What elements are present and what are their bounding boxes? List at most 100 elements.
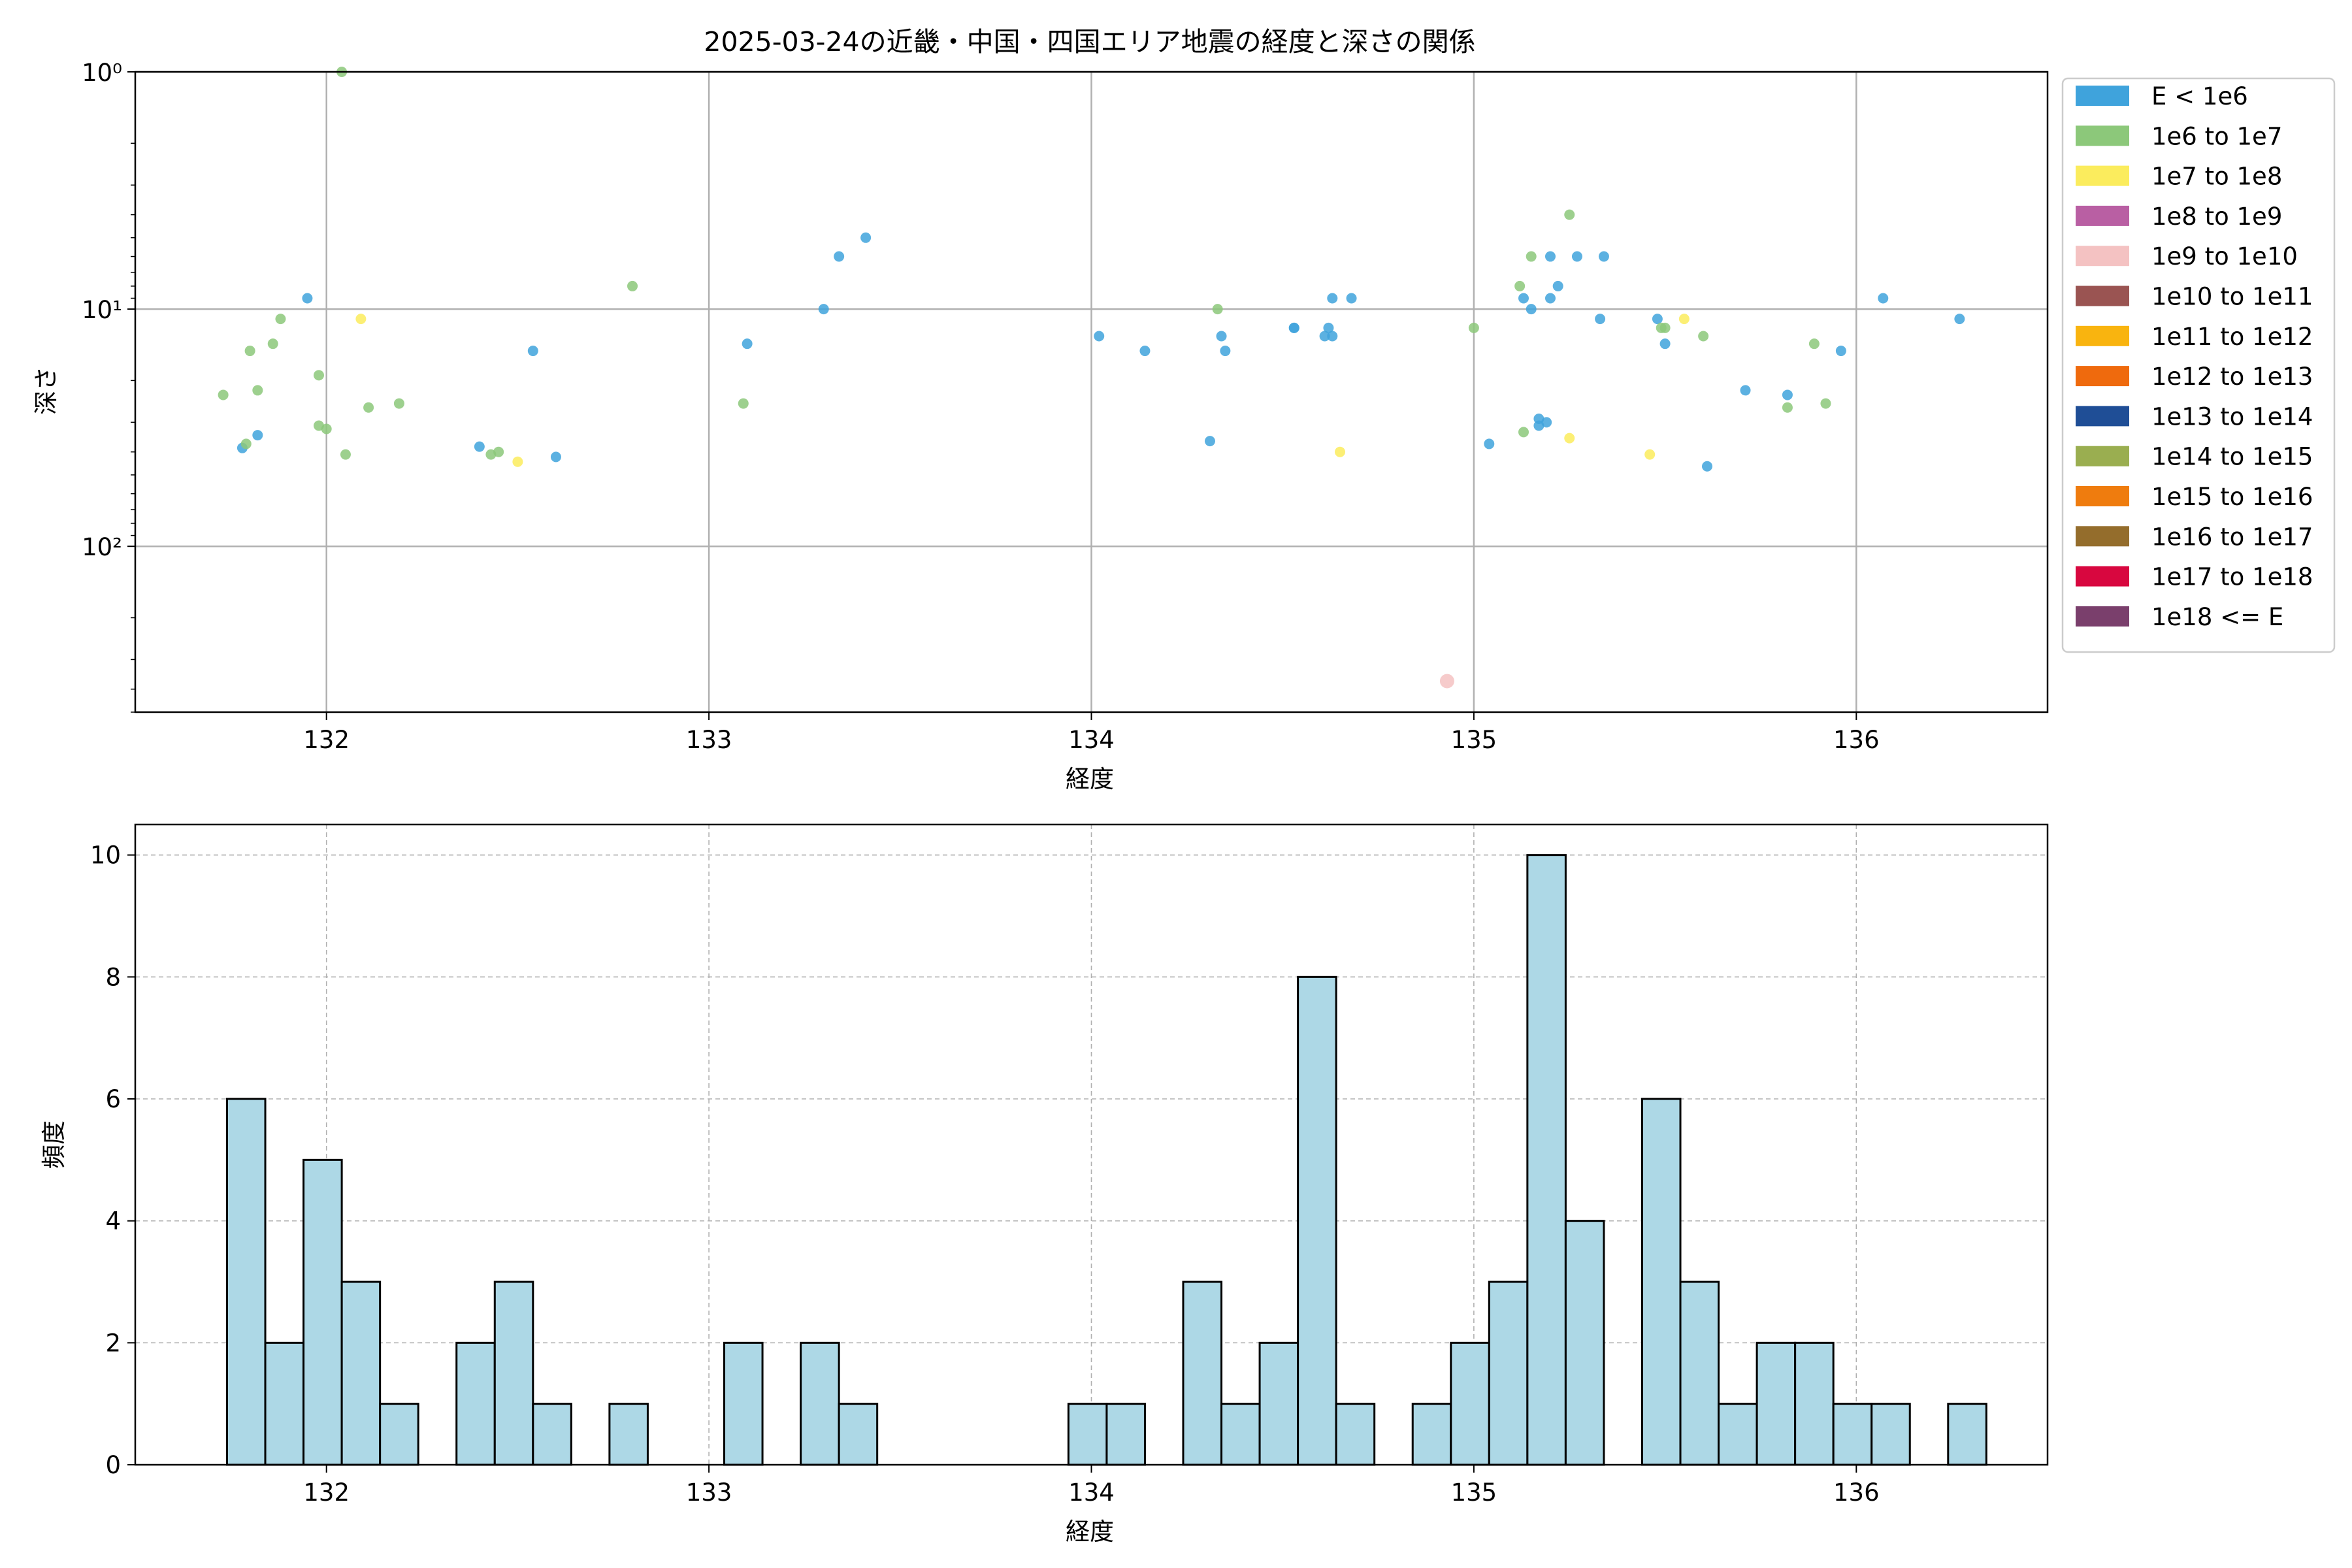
scatter-point bbox=[1808, 338, 1820, 350]
scatter-x-ticks: 132 133 134 135 136 bbox=[303, 712, 1880, 754]
histogram-bar bbox=[1718, 1403, 1758, 1466]
scatter-point bbox=[738, 398, 749, 409]
histogram-bar bbox=[1258, 1341, 1299, 1466]
histogram-bar bbox=[340, 1281, 382, 1466]
legend-swatch bbox=[2076, 246, 2129, 267]
scatter-point bbox=[1204, 436, 1215, 447]
scatter-point bbox=[1526, 304, 1537, 315]
legend-swatch bbox=[2076, 406, 2129, 427]
histogram-bar bbox=[1335, 1403, 1376, 1466]
histogram-bar bbox=[1870, 1403, 1911, 1466]
scatter-point bbox=[1319, 331, 1330, 342]
legend-swatch bbox=[2076, 125, 2129, 146]
scatter-point bbox=[1820, 398, 1831, 409]
histogram-bar bbox=[1794, 1341, 1835, 1466]
legend-swatch bbox=[2076, 165, 2129, 186]
legend-swatch bbox=[2076, 606, 2129, 627]
scatter-point bbox=[252, 430, 263, 441]
histogram-x-tick-label: 133 bbox=[686, 1478, 732, 1507]
legend-label: 1e15 to 1e16 bbox=[2151, 483, 2313, 511]
legend-label: 1e7 to 1e8 bbox=[2151, 163, 2282, 191]
legend-label: 1e13 to 1e14 bbox=[2151, 402, 2313, 431]
scatter-point bbox=[1571, 251, 1582, 262]
scatter-point bbox=[363, 402, 374, 413]
histogram-y-tick-label: 4 bbox=[105, 1207, 121, 1235]
scatter-x-tick-label: 133 bbox=[686, 726, 732, 754]
histogram-bars bbox=[225, 854, 1987, 1466]
scatter-point bbox=[512, 456, 523, 467]
scatter-point bbox=[1544, 251, 1556, 262]
scatter-point bbox=[1595, 314, 1606, 325]
legend-swatch bbox=[2076, 446, 2129, 466]
histogram-bar bbox=[302, 1158, 343, 1466]
scatter-point bbox=[527, 346, 538, 357]
histogram-bar bbox=[379, 1403, 419, 1466]
scatter-point bbox=[1327, 331, 1338, 342]
scatter-point bbox=[1782, 389, 1793, 400]
scatter-x-tick-label: 134 bbox=[1068, 726, 1115, 754]
scatter-point bbox=[1782, 402, 1793, 413]
histogram-bar bbox=[1220, 1403, 1261, 1466]
histogram-bar bbox=[264, 1341, 305, 1466]
legend-entries: E < 1e6 1e6 to 1e7 1e7 to 1e8 1e8 to 1e9 1e9… bbox=[2076, 82, 2313, 631]
legend-label: 1e17 to 1e18 bbox=[2151, 563, 2313, 591]
scatter-point bbox=[742, 338, 753, 350]
scatter-point bbox=[321, 423, 332, 434]
scatter-point bbox=[355, 314, 367, 325]
histogram-bar bbox=[1105, 1403, 1146, 1466]
histogram-bar bbox=[1679, 1281, 1720, 1466]
legend-label: 1e9 to 1e10 bbox=[2151, 242, 2298, 270]
legend-label: 1e14 to 1e15 bbox=[2151, 443, 2313, 471]
histogram-y-axis-label: 頻度 bbox=[40, 1120, 68, 1169]
scatter-point bbox=[550, 451, 561, 463]
scatter-point bbox=[244, 346, 255, 357]
scatter-point bbox=[340, 449, 351, 460]
scatter-point bbox=[302, 293, 313, 304]
legend-label: 1e10 to 1e11 bbox=[2151, 283, 2313, 311]
histogram-bar bbox=[455, 1341, 496, 1466]
legend-box bbox=[2061, 77, 2336, 653]
histogram-y-tick-label: 8 bbox=[105, 963, 121, 991]
scatter-point bbox=[1518, 293, 1529, 304]
scatter-point bbox=[1878, 293, 1889, 304]
legend-swatch bbox=[2076, 205, 2129, 226]
scatter-x-tick-label: 132 bbox=[303, 726, 350, 754]
legend-swatch bbox=[2076, 325, 2129, 346]
scatter-y-tick-label: 10⁰ bbox=[82, 59, 122, 87]
scatter-x-tick-label: 136 bbox=[1833, 726, 1880, 754]
legend-label: 1e6 to 1e7 bbox=[2151, 122, 2282, 150]
scatter-y-ticks: 10⁰ 10¹ 10² bbox=[82, 59, 135, 713]
scatter-point bbox=[1327, 293, 1338, 304]
histogram-bar bbox=[1297, 975, 1337, 1466]
histogram-x-axis-label: 経度 bbox=[1066, 1518, 1114, 1546]
scatter-point bbox=[860, 232, 872, 243]
scatter-point bbox=[1346, 293, 1357, 304]
scatter-point bbox=[240, 438, 252, 449]
histogram-bar bbox=[532, 1403, 572, 1466]
histogram-x-tick-label: 135 bbox=[1451, 1478, 1497, 1507]
scatter-chart: 2025-03-24の近畿・中国・四国エリア地震の経度と深さの関係 132 133… bbox=[32, 26, 2049, 793]
scatter-point bbox=[1835, 346, 1846, 357]
histogram-bar bbox=[1832, 1403, 1873, 1466]
histogram-y-tick-label: 2 bbox=[105, 1329, 121, 1357]
scatter-point bbox=[1288, 322, 1299, 333]
scatter-point bbox=[1541, 417, 1552, 428]
scatter-point bbox=[1740, 385, 1751, 396]
scatter-point bbox=[1678, 314, 1690, 325]
histogram-y-tick-label: 6 bbox=[105, 1085, 121, 1113]
scatter-point bbox=[1598, 251, 1609, 262]
scatter-y-tick-label: 10² bbox=[82, 533, 122, 561]
histogram-bar bbox=[225, 1098, 267, 1466]
scatter-point bbox=[818, 304, 829, 315]
scatter-point bbox=[1552, 280, 1563, 291]
scatter-point bbox=[1094, 331, 1105, 342]
scatter-point bbox=[1212, 304, 1223, 315]
legend-swatch bbox=[2076, 566, 2129, 587]
histogram-bar bbox=[1488, 1281, 1529, 1466]
scatter-point bbox=[1544, 293, 1556, 304]
legend-swatch bbox=[2076, 486, 2129, 506]
scatter-point bbox=[252, 385, 263, 396]
scatter-point bbox=[1659, 322, 1671, 333]
histogram-bar bbox=[1182, 1281, 1223, 1466]
histogram-bar bbox=[1756, 1341, 1797, 1466]
